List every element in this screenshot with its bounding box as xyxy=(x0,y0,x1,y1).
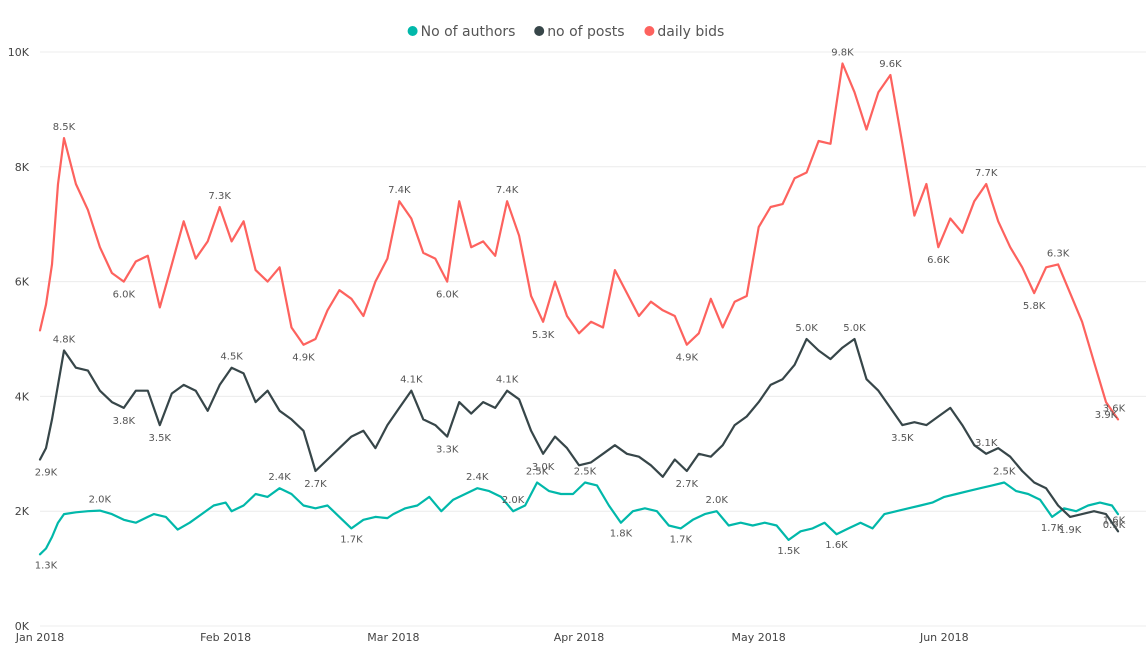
legend-circle-icon xyxy=(407,26,418,36)
data-label: 4.9K xyxy=(292,353,315,364)
data-label: 3.6K xyxy=(1103,403,1126,414)
y-tick-label: 4K xyxy=(15,390,30,403)
data-label: 5.0K xyxy=(843,323,866,334)
data-label: 7.3K xyxy=(208,191,231,202)
data-label: 3.5K xyxy=(149,433,172,444)
x-tick-label: Feb 2018 xyxy=(200,631,251,644)
data-label: 0.9K xyxy=(1103,520,1126,531)
y-tick-label: 8K xyxy=(15,161,30,174)
data-label: 7.4K xyxy=(388,185,411,196)
chart-gridlines xyxy=(40,51,1146,627)
data-label: 4.1K xyxy=(496,375,519,386)
legend-circle-icon xyxy=(644,26,655,36)
data-label: 3.1K xyxy=(975,438,998,449)
x-tick-label: Jun 2018 xyxy=(919,631,969,644)
data-label: 2.5K xyxy=(993,467,1016,478)
legend-item-daily-bids[interactable]: daily bids xyxy=(644,24,724,40)
series-line-no-of-authors xyxy=(38,481,1120,556)
x-tick-label: Apr 2018 xyxy=(554,631,605,644)
data-label: 4.9K xyxy=(676,353,699,364)
data-label: 3.0K xyxy=(532,462,555,473)
data-label: 3.5K xyxy=(891,433,914,444)
data-label: 6.0K xyxy=(113,290,136,301)
data-label: 1.6K xyxy=(1103,515,1126,526)
legend-label: daily bids xyxy=(657,24,724,40)
data-label: 2.5K xyxy=(526,467,549,478)
data-label: 1.9K xyxy=(1059,525,1082,536)
legend-item-no-of-authors[interactable]: No of authors xyxy=(407,24,516,40)
data-label: 5.8K xyxy=(1023,301,1046,312)
data-label: 1.6K xyxy=(825,540,848,551)
x-tick-label: Mar 2018 xyxy=(367,631,419,644)
data-label: 6.3K xyxy=(1047,248,1070,259)
data-label: 1.8K xyxy=(610,529,633,540)
data-label: 1.7K xyxy=(670,534,693,545)
series-line-daily-bids xyxy=(38,62,1120,421)
legend-label: No of authors xyxy=(421,24,516,40)
data-label: 1.5K xyxy=(777,546,800,557)
data-label: 2.5K xyxy=(574,467,597,478)
chart-legend[interactable]: No of authors no of posts daily bids xyxy=(407,24,725,40)
series-layer xyxy=(38,62,1120,556)
data-label: 6.6K xyxy=(927,255,950,266)
data-label: 2.4K xyxy=(466,472,489,483)
x-tick-label: May 2018 xyxy=(732,631,786,644)
x-tick-label: Jan 2018 xyxy=(15,631,64,644)
data-label: 6.0K xyxy=(436,290,459,301)
data-label: 1.7K xyxy=(340,534,363,545)
data-label: 1.3K xyxy=(35,560,58,571)
data-label: 5.3K xyxy=(532,330,555,341)
data-label: 4.1K xyxy=(400,375,423,386)
y-axis: 0K 2K 4K 6K 8K 10K xyxy=(8,46,30,633)
legend-item-no-of-posts[interactable]: no of posts xyxy=(534,24,625,40)
legend-label: no of posts xyxy=(547,24,624,40)
data-label: 4.8K xyxy=(53,334,76,345)
data-label: 2.0K xyxy=(502,495,525,506)
data-label: 2.0K xyxy=(89,495,112,506)
data-label: 4.5K xyxy=(220,352,243,363)
data-label: 2.9K xyxy=(35,468,58,479)
data-label: 9.8K xyxy=(831,47,854,58)
data-label: 2.7K xyxy=(304,479,327,490)
data-label: 2.0K xyxy=(706,495,729,506)
data-label: 2.4K xyxy=(268,472,291,483)
data-label: 1.7K xyxy=(1041,523,1064,534)
data-label: 3.8K xyxy=(113,416,136,427)
y-tick-label: 6K xyxy=(15,276,30,289)
series-line-no-of-posts xyxy=(38,337,1120,533)
data-label: 7.4K xyxy=(496,185,519,196)
data-label: 3.3K xyxy=(436,445,459,456)
data-label: 2.7K xyxy=(676,479,699,490)
data-label: 7.7K xyxy=(975,168,998,179)
y-tick-label: 0K xyxy=(15,620,30,633)
data-label: 9.6K xyxy=(879,59,902,70)
data-label-layer: 8.5K 6.0K 7.3K 4.9K 7.4K 6.0K 7.4K 5.3K 4.9K 9.8K… xyxy=(35,47,1126,571)
x-axis: Jan 2018 Feb 2018 Mar 2018 Apr 2018 May 2018… xyxy=(15,631,969,644)
y-tick-label: 10K xyxy=(8,46,30,59)
data-label: 8.5K xyxy=(53,122,76,133)
y-tick-label: 2K xyxy=(15,505,30,518)
data-label: 3.9K xyxy=(1095,410,1118,421)
legend-circle-icon xyxy=(534,26,545,36)
data-label: 5.0K xyxy=(795,323,818,334)
